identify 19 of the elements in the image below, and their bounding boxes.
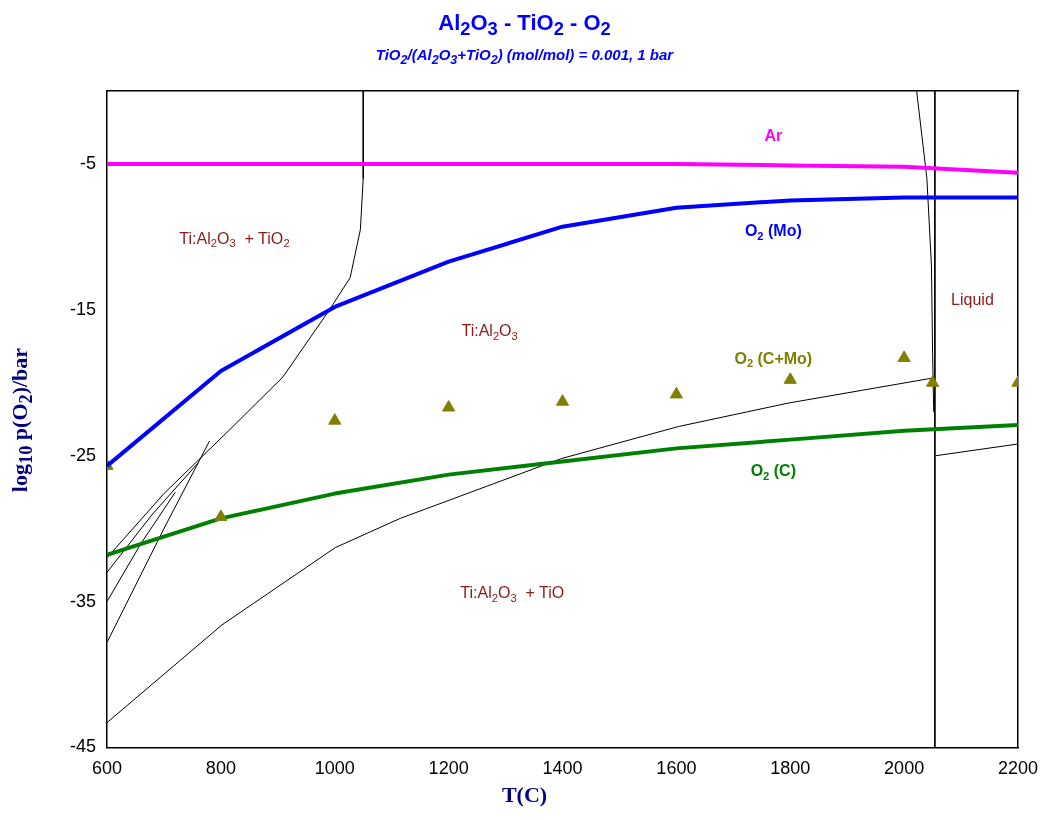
x-tick-label: 800	[205, 758, 236, 779]
x-tick-label: 600	[91, 758, 123, 779]
y-tick-label: -15	[70, 298, 97, 319]
series-label: Ar	[764, 127, 783, 145]
x-axis-title: T(C)	[500, 782, 549, 808]
x-tick-label: 2000	[884, 758, 925, 779]
y-tick-label: -5	[80, 152, 97, 173]
x-tick-label: 1400	[542, 758, 583, 779]
text: TiO$_{2}$/(Al$_{2}$O$_{3}$+TiO$_{2}$) (mol/mol) = 0.001, 1 bar	[375, 46, 674, 67]
y-tick-label: -35	[70, 590, 97, 611]
x-tick-label: 1000	[314, 758, 355, 779]
x-tick-label: 1600	[656, 758, 697, 779]
y-tick-label: -25	[70, 444, 97, 465]
x-tick-label: 1200	[428, 758, 469, 779]
annotation: Liquid	[951, 291, 994, 309]
x-tick-label: 2200	[997, 758, 1039, 779]
chart-title: Al$_{2}$O$_{3}$ - TiO$_{2}$ - O$_{2}$	[437, 10, 612, 41]
x-tick-label: 1800	[770, 758, 811, 779]
y-tick-label: -45	[70, 736, 97, 757]
